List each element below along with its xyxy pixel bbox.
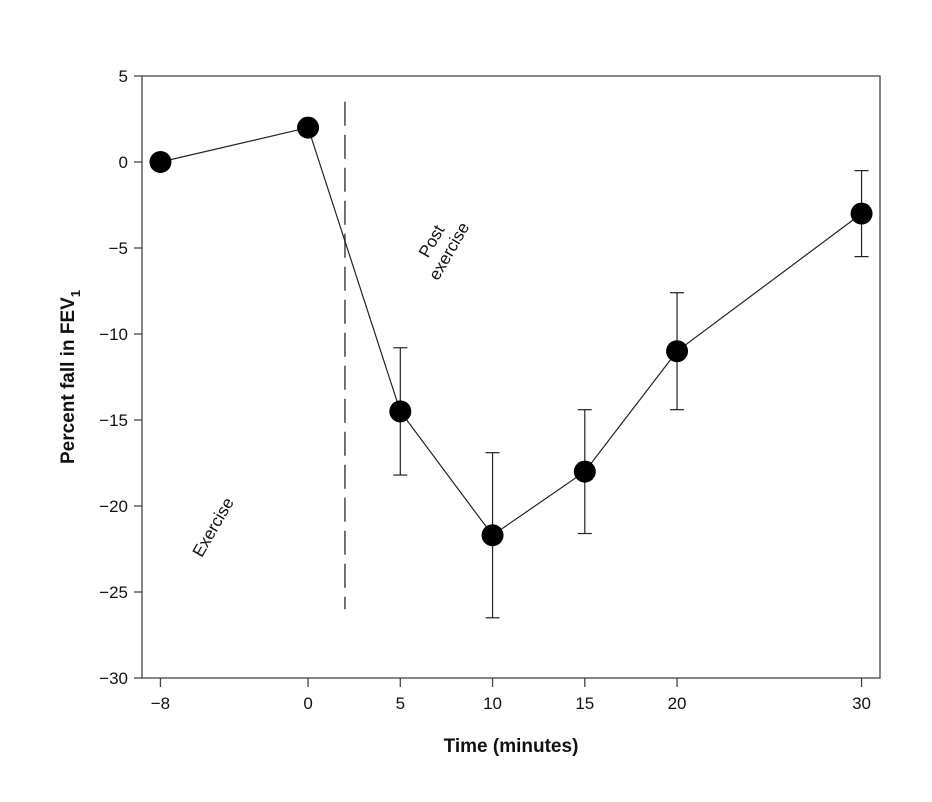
y-tick-label: 5 (119, 67, 128, 86)
y-tick-label: −5 (109, 239, 128, 258)
y-tick-label: −25 (99, 583, 128, 602)
data-point (389, 400, 412, 423)
x-tick-label: 20 (668, 694, 687, 713)
y-tick-label: −10 (99, 325, 128, 344)
data-point (666, 340, 689, 363)
annotation-exercise: Exercise (189, 494, 238, 560)
y-tick-label: −30 (99, 669, 128, 688)
x-tick-label: −8 (151, 694, 170, 713)
axes: 5 0 −5 −10 −15 −20 −25 −30 −8 0 5 10 15 20 30 (99, 67, 881, 713)
data-point (573, 460, 596, 483)
data-point (149, 151, 172, 173)
marks (149, 101, 873, 619)
data-point (481, 524, 504, 547)
x-tick-label: 0 (303, 694, 312, 713)
data-point (850, 202, 873, 225)
annotation-post-exercise: Post exercise (415, 219, 473, 283)
plot-frame (141, 75, 881, 679)
y-axis-label: Percent fall in FEV1 (58, 290, 83, 464)
y-tick-label: −15 (99, 411, 128, 430)
x-tick-label: 30 (852, 694, 871, 713)
x-tick-label: 10 (483, 694, 502, 713)
x-tick-label: 5 (396, 694, 405, 713)
data-point (297, 116, 320, 139)
x-tick-label: 15 (575, 694, 594, 713)
x-axis-label: Time (minutes) (444, 736, 579, 757)
y-tick-label: −20 (99, 497, 128, 516)
series-line (160, 126, 862, 537)
y-tick-label: 0 (119, 153, 128, 172)
